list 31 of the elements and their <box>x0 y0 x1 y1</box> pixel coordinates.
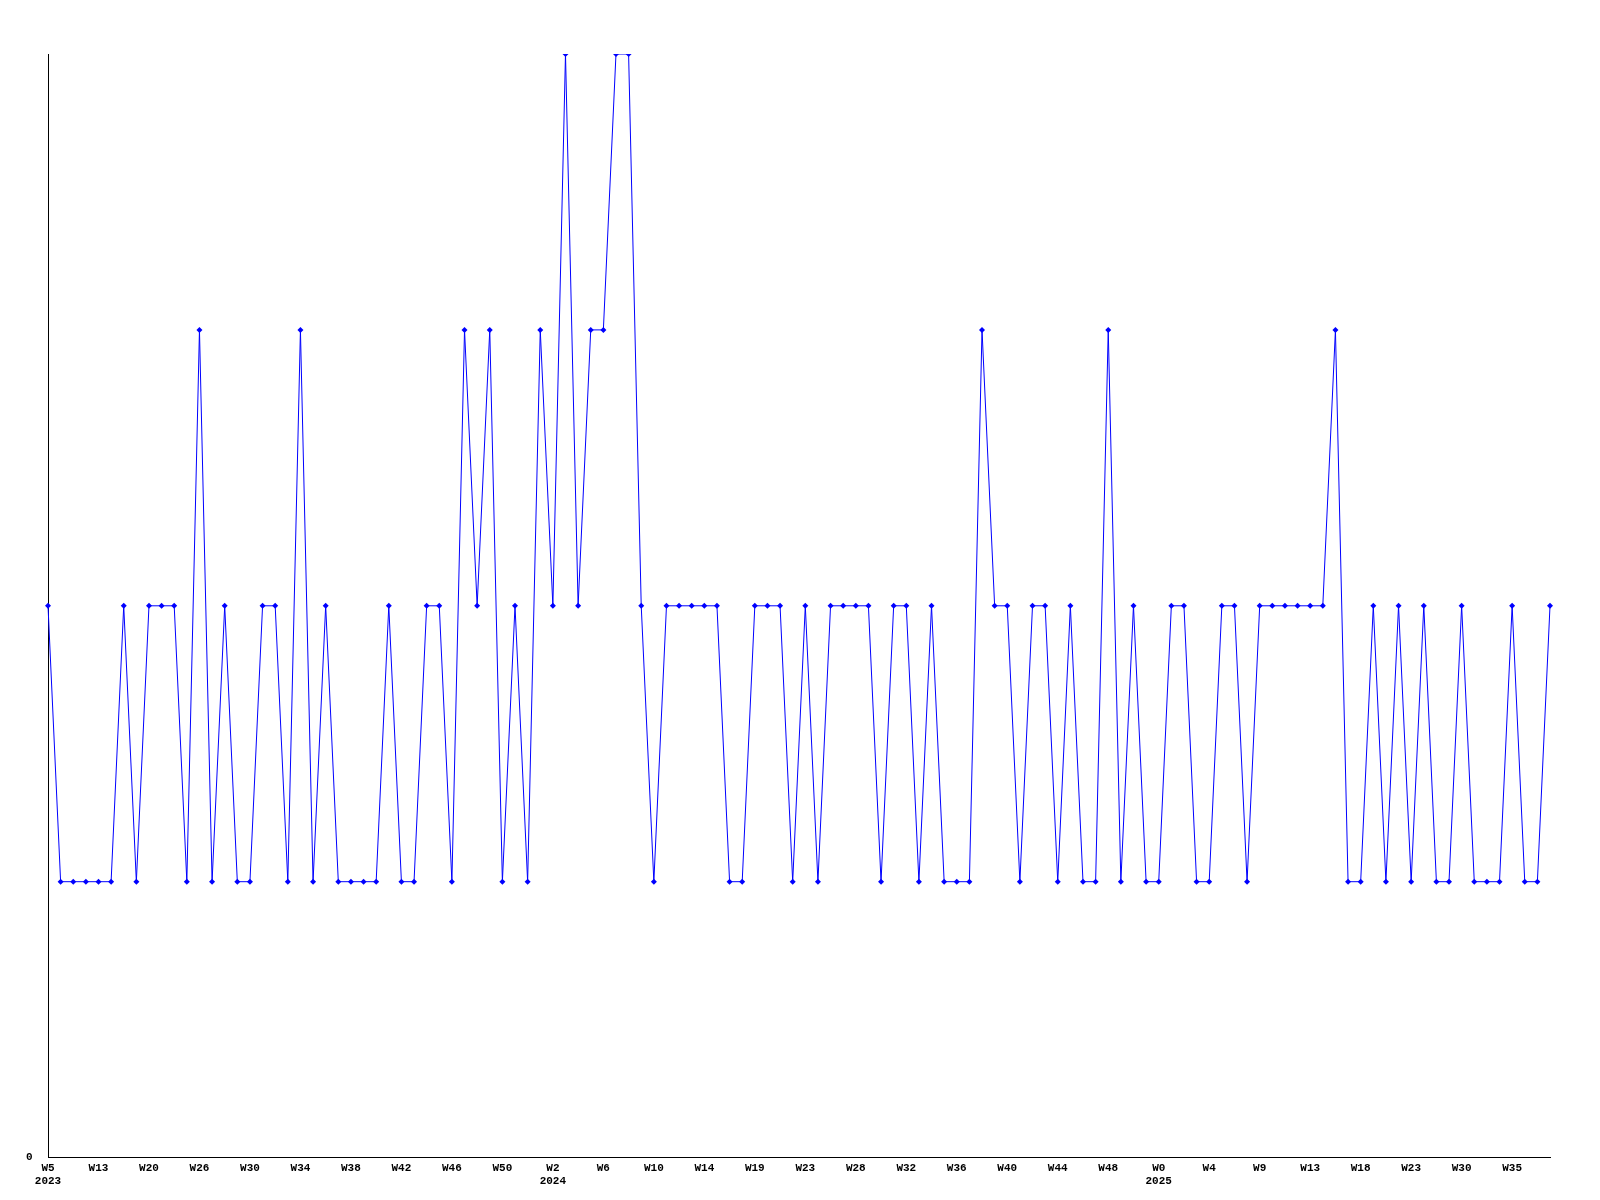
x-tick-label: W40 <box>997 1161 1018 1174</box>
x-tick-label: W14 <box>694 1161 715 1174</box>
x-tick-label: W13 <box>88 1161 109 1174</box>
x-tick-label: W10 <box>643 1161 664 1174</box>
x-tick-label: W28 <box>845 1161 867 1174</box>
text: 0 <box>26 1151 33 1164</box>
x-tick-label: W19 <box>744 1161 765 1174</box>
x-tick-label: W18 <box>1350 1161 1371 1174</box>
x-tick-label: W35 <box>1502 1161 1523 1174</box>
x-tick-label: W44 <box>1047 1161 1069 1174</box>
x-tick-label: W2 2024 <box>539 1161 567 1188</box>
x-tick-label: W36 <box>946 1161 967 1174</box>
x-tick-label: W46 <box>441 1161 462 1174</box>
x-tick-label: W26 <box>189 1161 210 1174</box>
x-tick-label: W6 <box>596 1161 610 1174</box>
x-tick-label: W42 <box>391 1161 412 1174</box>
x-tick-label: W48 <box>1098 1161 1119 1174</box>
x-tick-label: W5 2023 <box>34 1161 62 1188</box>
x-tick-label: W0 2025 <box>1145 1161 1173 1188</box>
x-tick-label: W4 <box>1202 1161 1217 1174</box>
x-tick-label: W34 <box>290 1161 311 1174</box>
x-tick-label: W50 <box>492 1161 513 1174</box>
x-tick-label: W30 <box>240 1161 260 1174</box>
x-tick-label: W32 <box>896 1161 917 1174</box>
x-tick-label: W30 <box>1451 1161 1472 1174</box>
x-tick-label: W23 <box>1401 1161 1422 1174</box>
x-tick-label: W20 <box>139 1161 159 1174</box>
x-tick-label: W38 <box>341 1161 362 1174</box>
x-tick-label: W9 <box>1253 1161 1267 1174</box>
x-tick-label: W13 <box>1300 1161 1321 1174</box>
x-tick-label: W23 <box>795 1161 816 1174</box>
